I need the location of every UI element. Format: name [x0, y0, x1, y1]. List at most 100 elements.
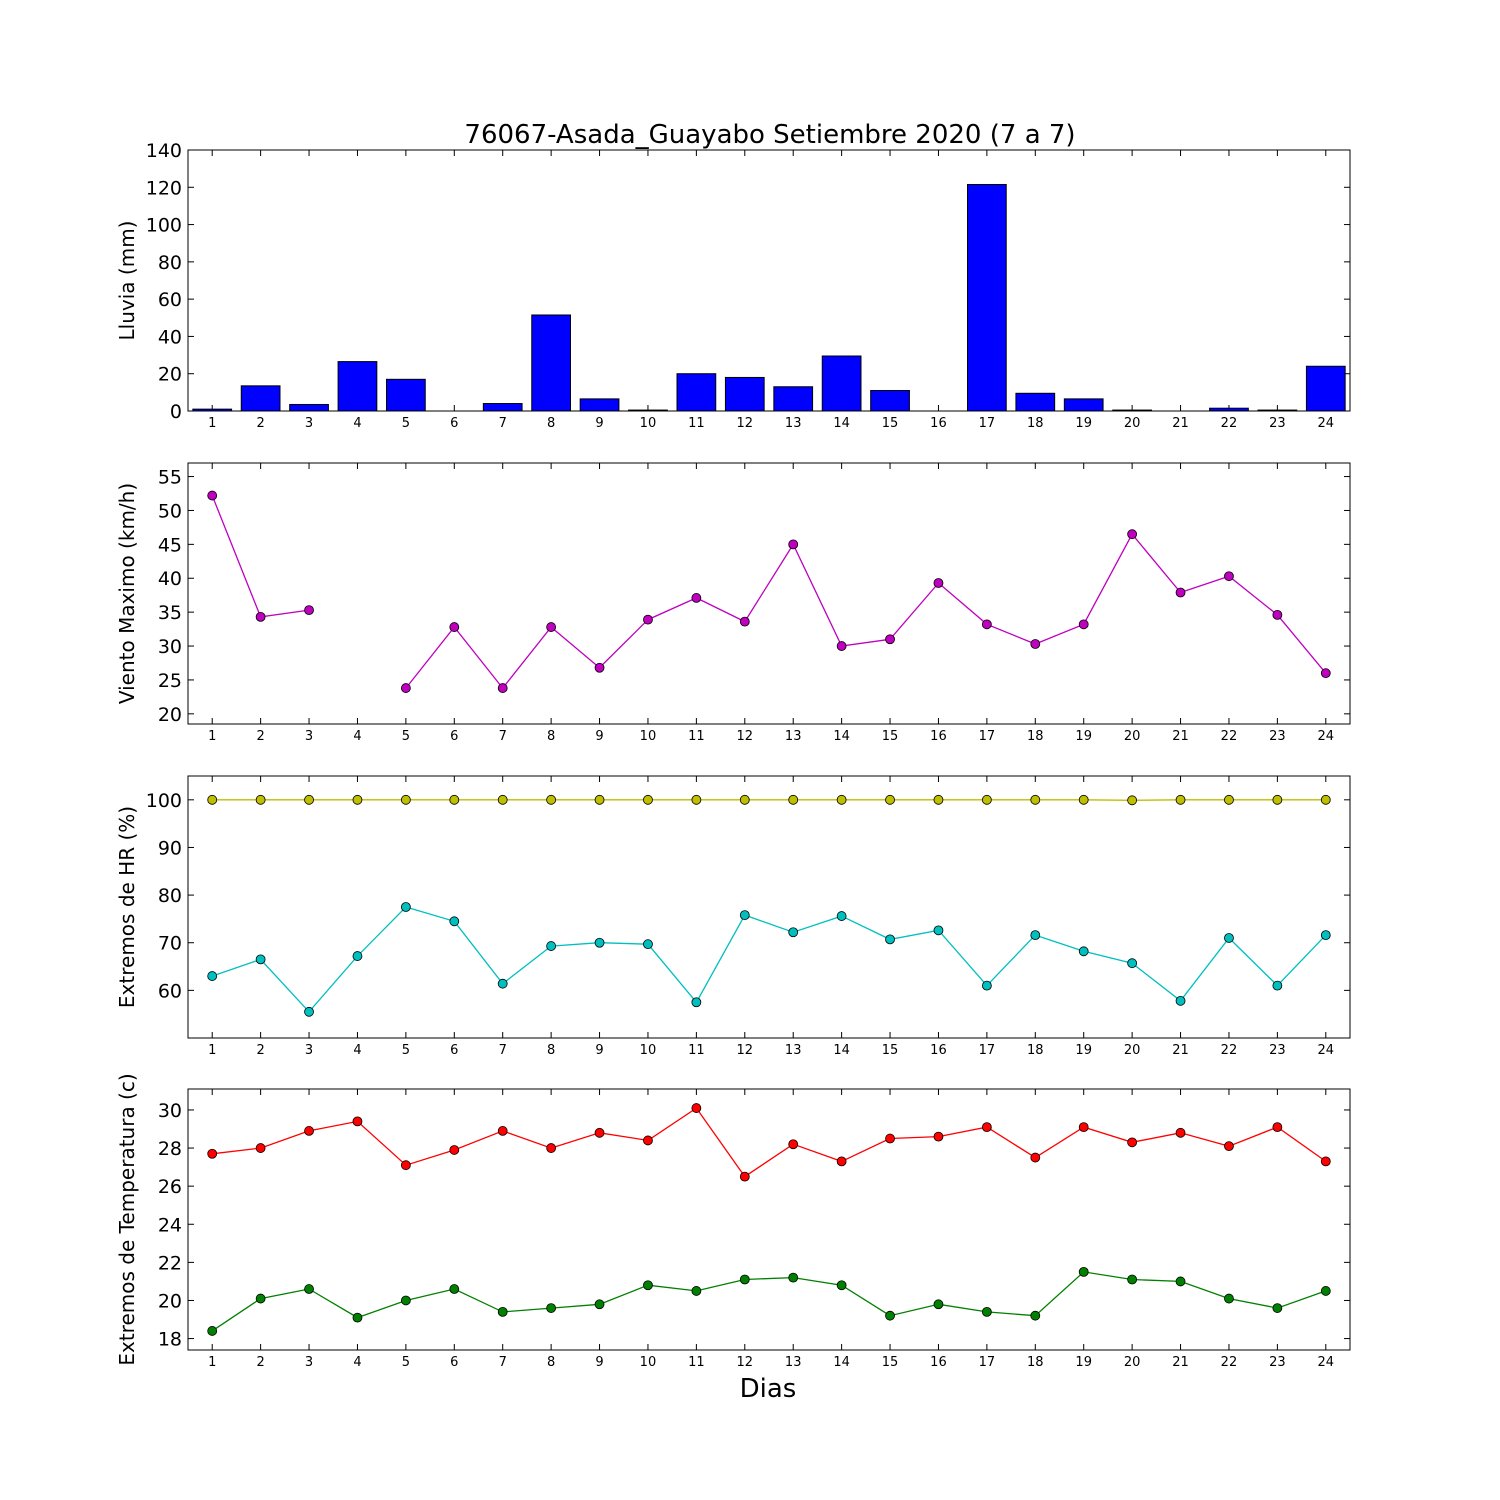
x-tick-label: 12 [737, 729, 754, 744]
hr-max-point [981, 794, 992, 805]
hr-min-point [1078, 946, 1089, 957]
temp-max-point [304, 1126, 314, 1136]
axes-frame [187, 149, 1351, 412]
temp-min-point [546, 1303, 557, 1313]
x-tick-label: 2 [256, 416, 264, 431]
x-tick-label: 2 [256, 729, 264, 744]
x-tick-label: 24 [1318, 416, 1335, 431]
wind-point [643, 614, 653, 625]
x-tick-label: 23 [1269, 729, 1286, 744]
x-tick-label: 17 [979, 416, 996, 431]
hr-max-point [400, 794, 411, 805]
y-tick-label: 30 [158, 636, 182, 658]
wind-point [255, 611, 266, 622]
axes-frame [187, 462, 1351, 725]
wind-point [207, 490, 218, 501]
x-tick-label: 6 [450, 1355, 458, 1370]
axes-frame [187, 1088, 1351, 1351]
temp-max-point [933, 1131, 944, 1142]
temp-min-point [788, 1272, 799, 1283]
x-tick-label: 14 [833, 729, 850, 744]
hr-min-point [643, 939, 653, 950]
temp-min-point [400, 1295, 411, 1306]
x-tick-label: 13 [785, 416, 802, 431]
wind-point [1030, 639, 1041, 649]
y-tick-label: 55 [158, 467, 182, 489]
x-tick-label: 9 [595, 1043, 603, 1058]
x-tick-label: 14 [833, 416, 850, 431]
hr-min-point [255, 954, 266, 965]
hr-max-point [304, 794, 314, 805]
temp-min-point [594, 1299, 605, 1310]
x-tick-label: 11 [688, 416, 705, 431]
rain-bar [821, 355, 862, 412]
y-tick-label: 26 [158, 1176, 182, 1198]
temp-min-point [933, 1299, 944, 1310]
wind-point [1272, 609, 1283, 620]
x-tick-label: 4 [353, 416, 361, 431]
y-tick-label: 28 [158, 1138, 182, 1160]
x-tick-label: 8 [547, 416, 555, 431]
temp-min-point [352, 1312, 363, 1323]
x-tick-label: 10 [640, 1043, 657, 1058]
temp-min-point [255, 1293, 266, 1304]
rain-bar [337, 361, 378, 412]
hr-min-point [594, 937, 605, 948]
wind-point [497, 683, 508, 693]
temp-max-point [400, 1160, 411, 1171]
x-tick-label: 12 [737, 416, 754, 431]
wind-point [1078, 619, 1089, 630]
x-tick-label: 6 [450, 1043, 458, 1058]
hr-max-point [1320, 794, 1331, 805]
x-tick-label: 9 [595, 729, 603, 744]
y-tick-label: 25 [158, 670, 182, 692]
hr-min-point [1320, 930, 1331, 941]
hr-max-point [546, 794, 557, 805]
y-tick-label: 60 [158, 289, 182, 311]
x-tick-label: 10 [640, 1355, 657, 1370]
x-tick-label: 24 [1318, 729, 1335, 744]
temp-max-point [1030, 1152, 1041, 1163]
x-tick-label: 8 [547, 729, 555, 744]
x-tick-label: 17 [979, 729, 996, 744]
y-tick-label: 18 [158, 1329, 182, 1351]
hr-min-point [546, 941, 557, 951]
x-tick-label: 2 [256, 1043, 264, 1058]
rain-bar [482, 403, 523, 412]
temp-max-point [207, 1148, 218, 1159]
x-tick-label: 21 [1172, 729, 1189, 744]
x-tick-label: 20 [1124, 729, 1141, 744]
rain-bar [531, 314, 571, 412]
rain-bar [967, 183, 1007, 412]
y-tick-label: 40 [158, 326, 182, 348]
hr-max-point [1272, 794, 1283, 805]
wind-point [304, 605, 314, 616]
hr-max-point [1078, 794, 1089, 805]
y-tick-label: 100 [146, 790, 182, 812]
wind-point [1320, 668, 1331, 679]
y-tick-label: 24 [158, 1214, 182, 1236]
wind-point [594, 662, 605, 673]
y-tick-label: 120 [146, 177, 182, 199]
x-tick-label: 3 [305, 1355, 313, 1370]
hr-min-point [304, 1006, 314, 1017]
rain-bar [1257, 409, 1298, 412]
hr-max-point [739, 794, 750, 805]
hr-max-point [643, 794, 653, 805]
wind-point [400, 683, 411, 693]
x-tick-label: 22 [1221, 1043, 1238, 1058]
x-tick-label: 19 [1075, 729, 1092, 744]
x-tick-label: 13 [785, 729, 802, 744]
y-tick-label: 20 [158, 364, 182, 386]
rain-bar [724, 376, 765, 412]
temp-max-point [1272, 1122, 1283, 1133]
temp-max-point [981, 1122, 992, 1133]
x-tick-label: 16 [930, 1043, 947, 1058]
y-tick-label: 80 [158, 885, 182, 907]
rain-bar [386, 378, 426, 412]
temp-max-point [739, 1171, 750, 1182]
y-tick-label: 80 [158, 252, 182, 274]
x-tick-label: 22 [1221, 729, 1238, 744]
